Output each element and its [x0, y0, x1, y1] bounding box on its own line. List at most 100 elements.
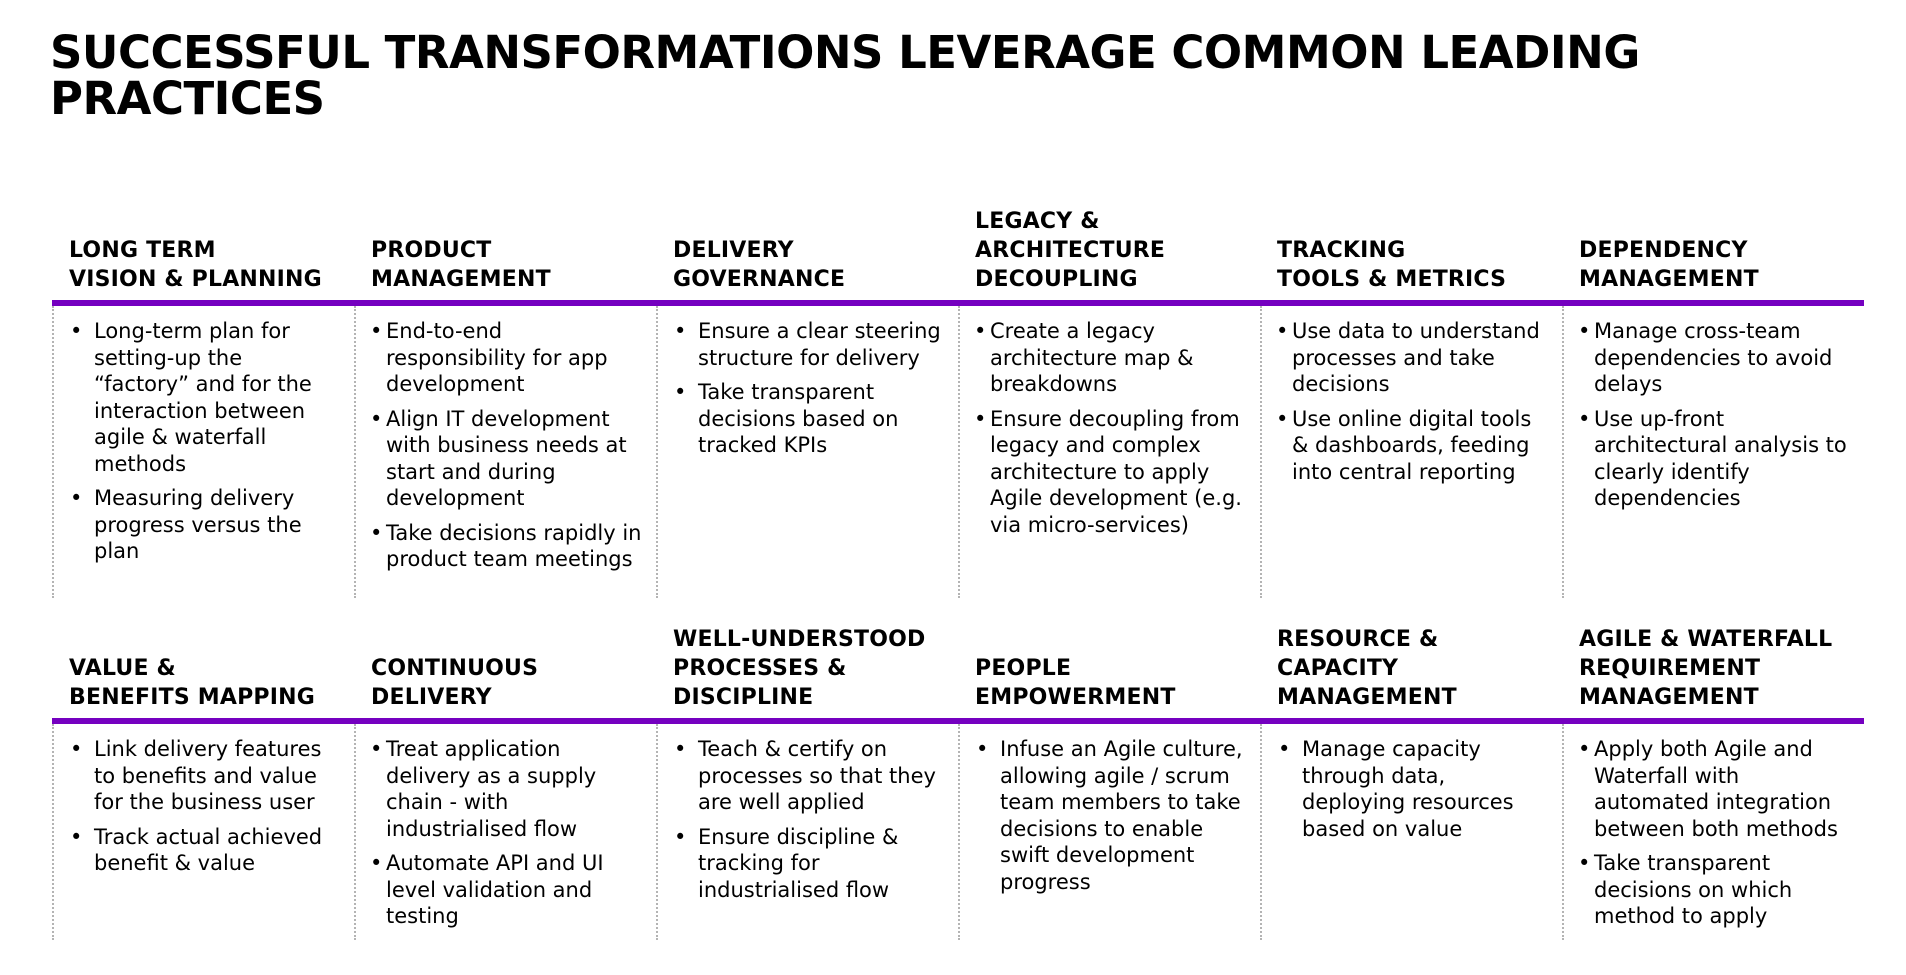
bullet-item: • Use up-front architectural analysis to …	[1578, 406, 1852, 512]
bullet-text: Long-term plan for setting-up the “facto…	[94, 319, 312, 476]
bullet-icon: •	[70, 824, 83, 849]
bullet-item: • Measuring delivery progress versus the …	[68, 485, 342, 565]
row-content: • Long-term plan for setting-up the “fact…	[52, 306, 1864, 598]
pillar-heading: AGILE & WATERFALL REQUIREMENT MANAGEMENT	[1579, 627, 1833, 710]
bullet-item: • Link delivery features to benefits and …	[68, 736, 342, 816]
practices-row: LONG TERM VISION & PLANNING PRODUCT MANA…	[52, 180, 1864, 598]
bullet-icon: •	[70, 737, 83, 761]
bullet-item: • Ensure decoupling from legacy and compl…	[974, 406, 1248, 539]
bullet-icon: •	[674, 824, 687, 849]
pillar-heading: WELL-UNDERSTOOD PROCESSES & DISCIPLINE	[673, 627, 926, 710]
bullet-item: • Ensure a clear steering structure for d…	[672, 318, 946, 371]
row-content: • Link delivery features to benefits and …	[52, 724, 1864, 940]
bullet-item: • Use data to understand processes and ta…	[1276, 318, 1550, 398]
bullet-text: Ensure decoupling from legacy and comple…	[990, 406, 1242, 537]
bullet-item: • Manage cross-team dependencies to avoid…	[1578, 318, 1852, 398]
bullet-text: Use up-front architectural analysis to c…	[1594, 406, 1847, 511]
bullet-list: • Long-term plan for setting-up the “fact…	[68, 318, 342, 565]
bullet-text: Ensure a clear steering structure for de…	[698, 319, 941, 370]
bullet-list: • Manage cross-team dependencies to avoid…	[1578, 318, 1852, 512]
bullet-icon: •	[1578, 851, 1591, 875]
pillar-content-legacy-decoupling: • Create a legacy architecture map & brea…	[958, 306, 1260, 598]
bullet-item: • Use online digital tools & dashboards, …	[1276, 406, 1550, 486]
bullet-item: • Long-term plan for setting-up the “fact…	[68, 318, 342, 477]
bullet-text: Take decisions rapidly in product team m…	[386, 520, 642, 572]
bullet-text: Create a legacy architecture map & break…	[990, 319, 1194, 396]
bullet-text: Treat application delivery as a supply c…	[386, 737, 597, 841]
pillar-heading: TRACKING TOOLS & METRICS	[1277, 238, 1507, 292]
bullet-list: • Manage capacity through data, deploying…	[1276, 736, 1550, 842]
bullet-icon: •	[370, 406, 383, 431]
bullet-icon: •	[976, 737, 989, 761]
pillar-content-tracking-tools: • Use data to understand processes and ta…	[1260, 306, 1562, 598]
bullet-text: Measuring delivery progress versus the p…	[94, 486, 302, 563]
pillar-heading: DELIVERY GOVERNANCE	[673, 238, 846, 292]
bullet-icon: •	[370, 851, 383, 875]
bullet-icon: •	[974, 319, 987, 343]
bullet-icon: •	[674, 319, 687, 343]
bullet-text: Automate API and UI level validation and…	[386, 851, 604, 928]
pillar-content-value-benefits: • Link delivery features to benefits and …	[52, 724, 354, 940]
bullet-icon: •	[370, 737, 383, 761]
practices-grid: LONG TERM VISION & PLANNING PRODUCT MANA…	[52, 180, 1864, 940]
bullet-item: • Take transparent decisions based on tra…	[672, 379, 946, 459]
pillar-content-resource-capacity: • Manage capacity through data, deploying…	[1260, 724, 1562, 940]
bullet-icon: •	[1276, 319, 1289, 343]
bullet-list: • Link delivery features to benefits and …	[68, 736, 342, 877]
bullet-icon: •	[674, 737, 687, 761]
bullet-item: • Ensure discipline & tracking for indust…	[672, 824, 946, 904]
practices-row: VALUE & BENEFITS MAPPING CONTINUOUS DELI…	[52, 598, 1864, 940]
page-title: SUCCESSFUL TRANSFORMATIONS LEVERAGE COMM…	[50, 26, 1640, 125]
pillar-content-delivery-governance: • Ensure a clear steering structure for d…	[656, 306, 958, 598]
bullet-item: • End-to-end responsibility for app devel…	[370, 318, 644, 398]
bullet-icon: •	[70, 319, 83, 343]
row-headings: VALUE & BENEFITS MAPPING CONTINUOUS DELI…	[52, 598, 1864, 718]
bullet-item: • Take decisions rapidly in product team …	[370, 520, 644, 573]
accent-divider	[52, 300, 1864, 306]
bullet-icon: •	[1578, 737, 1591, 761]
pillar-heading: DEPENDENCY MANAGEMENT	[1579, 238, 1759, 292]
bullet-icon: •	[1276, 406, 1289, 431]
row-headings: LONG TERM VISION & PLANNING PRODUCT MANA…	[52, 180, 1864, 300]
bullet-list: • Use data to understand processes and ta…	[1276, 318, 1550, 485]
bullet-item: • Infuse an Agile culture, allowing agile…	[974, 736, 1248, 895]
bullet-text: Take transparent decisions based on trac…	[698, 380, 899, 457]
bullet-list: • Teach & certify on processes so that th…	[672, 736, 946, 903]
pillar-heading: PEOPLE EMPOWERMENT	[975, 656, 1176, 710]
bullet-text: Use data to understand processes and tak…	[1292, 319, 1540, 396]
bullet-item: • Align IT development with business need…	[370, 406, 644, 512]
bullet-text: End-to-end responsibility for app develo…	[386, 319, 608, 396]
bullet-icon: •	[370, 520, 383, 545]
bullet-text: Apply both Agile and Waterfall with auto…	[1594, 737, 1838, 841]
bullet-text: Teach & certify on processes so that the…	[698, 737, 936, 814]
pillar-content-processes-discipline: • Teach & certify on processes so that th…	[656, 724, 958, 940]
bullet-icon: •	[974, 406, 987, 431]
bullet-icon: •	[1578, 406, 1591, 431]
bullet-list: • Apply both Agile and Waterfall with aut…	[1578, 736, 1852, 930]
bullet-item: • Automate API and UI level validation an…	[370, 850, 644, 930]
bullet-item: • Track actual achieved benefit & value	[68, 824, 342, 877]
bullet-icon: •	[70, 486, 83, 510]
bullet-text: Ensure discipline & tracking for industr…	[698, 824, 899, 902]
bullet-list: • Treat application delivery as a supply …	[370, 736, 644, 930]
bullet-item: • Manage capacity through data, deploying…	[1276, 736, 1550, 842]
bullet-icon: •	[1278, 737, 1291, 761]
pillar-content-dependency-management: • Manage cross-team dependencies to avoid…	[1562, 306, 1864, 598]
bullet-list: • Ensure a clear steering structure for d…	[672, 318, 946, 459]
pillar-heading: VALUE & BENEFITS MAPPING	[69, 656, 315, 710]
bullet-text: Infuse an Agile culture, allowing agile …	[1000, 737, 1243, 894]
pillar-content-requirement-management: • Apply both Agile and Waterfall with aut…	[1562, 724, 1864, 940]
bullet-text: Use online digital tools & dashboards, f…	[1292, 406, 1532, 484]
bullet-list: • Create a legacy architecture map & brea…	[974, 318, 1248, 538]
bullet-item: • Treat application delivery as a supply …	[370, 736, 644, 842]
pillar-content-product-management: • End-to-end responsibility for app devel…	[354, 306, 656, 598]
bullet-item: • Apply both Agile and Waterfall with aut…	[1578, 736, 1852, 842]
bullet-icon: •	[370, 319, 383, 343]
bullet-text: Manage cross-team dependencies to avoid …	[1594, 319, 1833, 396]
bullet-text: Take transparent decisions on which meth…	[1594, 851, 1793, 928]
pillar-heading: CONTINUOUS DELIVERY	[371, 656, 539, 710]
bullet-item: • Teach & certify on processes so that th…	[672, 736, 946, 816]
bullet-list: • End-to-end responsibility for app devel…	[370, 318, 644, 573]
bullet-text: Align IT development with business needs…	[386, 406, 627, 511]
pillar-heading: LEGACY & ARCHITECTURE DECOUPLING	[975, 209, 1166, 292]
